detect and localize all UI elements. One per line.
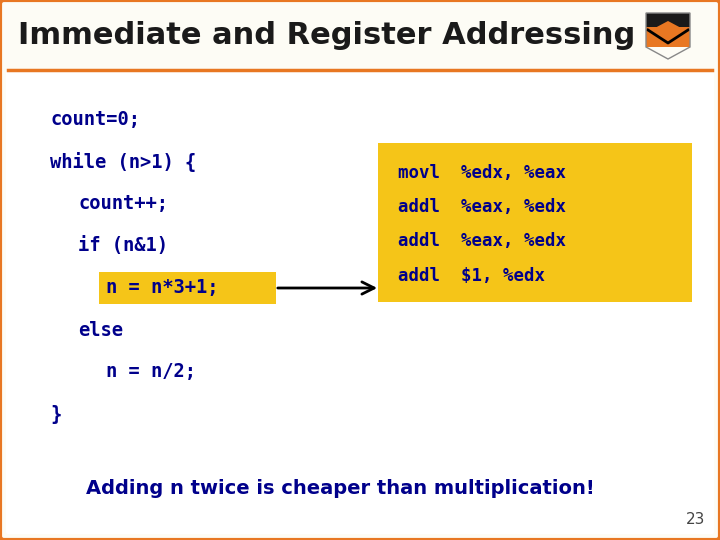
Polygon shape — [646, 13, 690, 27]
Text: addl  %eax, %edx: addl %eax, %edx — [398, 198, 566, 216]
FancyBboxPatch shape — [378, 143, 692, 302]
Text: else: else — [78, 321, 123, 340]
Text: n = n/2;: n = n/2; — [106, 362, 196, 381]
Text: while (n>1) {: while (n>1) { — [50, 152, 197, 172]
Text: }: } — [50, 404, 61, 423]
Text: count++;: count++; — [78, 194, 168, 213]
Polygon shape — [646, 27, 690, 47]
Polygon shape — [653, 21, 683, 37]
Text: movl  %edx, %eax: movl %edx, %eax — [398, 164, 566, 181]
FancyBboxPatch shape — [6, 70, 714, 534]
FancyBboxPatch shape — [99, 272, 276, 304]
Text: count=0;: count=0; — [50, 111, 140, 130]
Text: 23: 23 — [685, 512, 705, 528]
Text: addl  $1, %edx: addl $1, %edx — [398, 267, 545, 285]
Text: Immediate and Register Addressing: Immediate and Register Addressing — [18, 21, 635, 50]
Text: addl  %eax, %edx: addl %eax, %edx — [398, 232, 566, 251]
Text: if (n&1): if (n&1) — [78, 237, 168, 255]
Text: Adding n twice is cheaper than multiplication!: Adding n twice is cheaper than multiplic… — [86, 478, 595, 497]
Text: n = n*3+1;: n = n*3+1; — [106, 279, 218, 298]
